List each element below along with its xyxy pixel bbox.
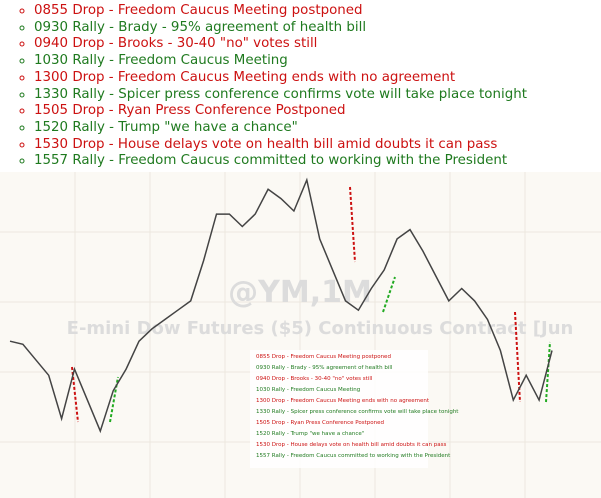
event-item: 1557 Rally - Freedom Caucus committed to… [34, 153, 601, 170]
inset-legend-item: 1330 Rally - Spicer press conference con… [256, 409, 459, 415]
event-item: 1300 Drop - Freedom Caucus Meeting ends … [34, 70, 601, 87]
price-line [9, 177, 553, 434]
event-list: 0855 Drop - Freedom Caucus Meeting postp… [0, 0, 601, 170]
event-item: 1330 Rally - Spicer press conference con… [34, 87, 601, 104]
inset-legend-item: 1030 Rally - Freedom Caucus Meeting [256, 387, 360, 393]
watermark-subtitle: E-mini Dow Futures ($5) Continuous Contr… [67, 318, 574, 339]
inset-legend-item: 1505 Drop - Ryan Press Conference Postpo… [256, 420, 384, 426]
inset-legend-item: 1557 Rally - Freedom Caucus committed to… [256, 453, 451, 459]
event-item: 1030 Rally - Freedom Caucus Meeting [34, 53, 601, 70]
inset-legend-box [250, 350, 428, 468]
inset-legend-item: 1300 Drop - Freedom Caucus Meeting ends … [256, 398, 430, 404]
event-item: 0930 Rally - Brady - 95% agreement of he… [34, 20, 601, 37]
event-item: 1505 Drop - Ryan Press Conference Postpo… [34, 103, 601, 120]
event-arrows [71, 186, 551, 423]
inset-legend-item: 0940 Drop - Brooks - 30-40 "no" votes st… [256, 376, 373, 382]
inset-legend-item: 1530 Drop - House delays vote on health … [256, 442, 446, 448]
inset-legend-item: 0855 Drop - Freedom Caucus Meeting postp… [256, 354, 391, 360]
inset-legend-item: 0930 Rally - Brady - 95% agreement of he… [256, 365, 393, 371]
watermark: @YM,1M [228, 275, 372, 310]
event-item: 0855 Drop - Freedom Caucus Meeting postp… [34, 3, 601, 20]
chart: @YM,1M E-mini Dow Futures ($5) Continuou… [0, 172, 601, 498]
event-item: 1530 Drop - House delays vote on health … [34, 137, 601, 154]
event-item: 1520 Rally - Trump "we have a chance" [34, 120, 601, 137]
event-item: 0940 Drop - Brooks - 30-40 "no" votes st… [34, 36, 601, 53]
inset-legend-item: 1520 Rally - Trump "we have a chance" [256, 431, 364, 437]
inset-legend: 0855 Drop - Freedom Caucus Meeting postp… [256, 354, 459, 459]
